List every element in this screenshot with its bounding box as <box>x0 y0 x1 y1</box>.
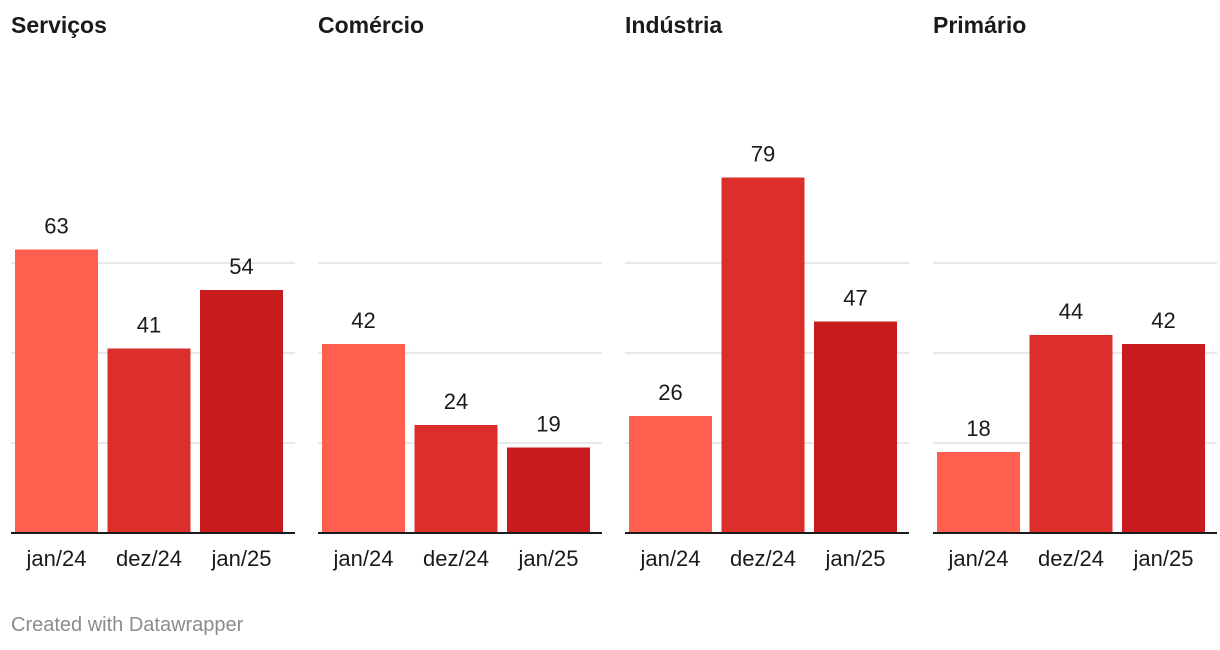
x-tick-label: jan/24 <box>26 546 87 571</box>
value-label: 63 <box>44 214 68 239</box>
bar <box>107 348 191 533</box>
value-label: 44 <box>1059 299 1083 324</box>
value-label: 41 <box>137 313 161 338</box>
bar <box>200 290 283 533</box>
value-label: 24 <box>444 389 468 414</box>
bar <box>937 452 1020 533</box>
x-tick-label: jan/24 <box>640 546 701 571</box>
x-tick-label: dez/24 <box>730 546 796 571</box>
panel-2: Indústria 26 jan/24 79 dez/24 47 jan/25 <box>625 12 909 571</box>
value-label: 79 <box>751 142 775 167</box>
x-tick-label: dez/24 <box>1038 546 1104 571</box>
bar <box>1122 344 1205 533</box>
value-label: 47 <box>843 286 867 311</box>
x-tick-label: jan/25 <box>211 546 272 571</box>
bar <box>1029 335 1113 533</box>
bar <box>629 416 712 533</box>
value-label: 42 <box>1151 308 1175 333</box>
bar <box>814 321 897 533</box>
panel-title: Serviços <box>11 12 107 38</box>
panel-1: Comércio 42 jan/24 24 dez/24 19 jan/25 <box>318 12 602 571</box>
x-tick-label: jan/25 <box>1133 546 1194 571</box>
value-label: 54 <box>229 254 253 279</box>
x-tick-label: jan/25 <box>518 546 579 571</box>
panel-0: Serviços 63 jan/24 41 dez/24 54 jan/25 <box>11 12 295 571</box>
x-tick-label: dez/24 <box>116 546 182 571</box>
panel-3: Primário 18 jan/24 44 dez/24 42 jan/25 <box>933 12 1217 571</box>
x-tick-label: dez/24 <box>423 546 489 571</box>
value-label: 26 <box>658 380 682 405</box>
x-tick-label: jan/24 <box>333 546 394 571</box>
bar <box>15 249 98 533</box>
bar <box>322 344 405 533</box>
value-label: 19 <box>536 412 560 437</box>
datawrapper-credit: Created with Datawrapper <box>11 614 244 636</box>
panel-title: Indústria <box>625 12 722 38</box>
bar <box>507 447 590 533</box>
value-label: 42 <box>351 308 375 333</box>
panel-title: Primário <box>933 12 1026 38</box>
x-tick-label: jan/24 <box>948 546 1009 571</box>
x-tick-label: jan/25 <box>825 546 886 571</box>
value-label: 18 <box>966 416 990 441</box>
panel-title: Comércio <box>318 12 424 38</box>
bar <box>414 425 498 533</box>
bar <box>721 177 805 533</box>
